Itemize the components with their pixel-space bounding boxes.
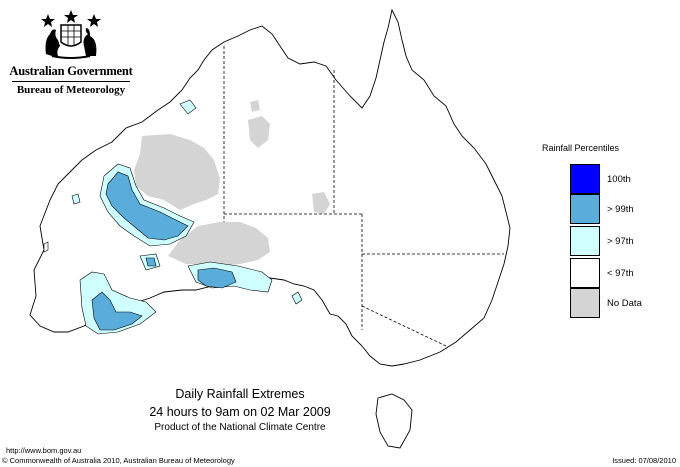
state-borders — [223, 46, 504, 347]
footer-copyright: © Commonwealth of Australia 2010, Austra… — [2, 456, 235, 465]
title-line-3: Product of the National Climate Centre — [154, 422, 326, 433]
bom-logo: Australian Government Bureau of Meteorol… — [8, 6, 134, 96]
legend-title: Rainfall Percentiles — [542, 143, 620, 153]
legend-swatch — [570, 194, 600, 224]
bureau-name: Bureau of Meteorology — [16, 84, 126, 96]
legend-item-97th: > 97th — [570, 226, 670, 256]
title-line-1: Daily Rainfall Extremes — [175, 387, 305, 401]
legend-swatch — [570, 288, 600, 318]
legend-label: 100th — [607, 174, 631, 185]
legend-label: > 99th — [607, 204, 634, 215]
footer-issued: Issued: 07/08/2010 — [612, 456, 676, 465]
p99-regions — [91, 171, 237, 331]
map-title: Daily Rainfall Extremes 24 hours to 9am … — [120, 386, 360, 435]
legend-label: > 97th — [607, 236, 634, 247]
government-name: Australian Government — [9, 64, 133, 78]
legend-item-below-97th: < 97th — [570, 258, 670, 288]
tasmania-outline — [375, 393, 413, 449]
legend-swatch — [570, 258, 600, 288]
legend-label: < 97th — [607, 268, 634, 279]
legend: Rainfall Percentiles 100th > 99th > 97th… — [530, 140, 670, 330]
legend-swatch — [570, 226, 600, 256]
legend-item-no-data: No Data — [570, 288, 670, 318]
no-data-regions — [134, 100, 330, 266]
legend-label: No Data — [607, 298, 642, 309]
legend-item-100th: 100th — [570, 164, 670, 194]
title-line-2: 24 hours to 9am on 02 Mar 2009 — [149, 405, 331, 419]
legend-swatch — [570, 164, 600, 194]
divider — [12, 81, 130, 82]
coat-of-arms-icon — [41, 10, 101, 59]
legend-item-99th: > 99th — [570, 194, 670, 224]
footer-url: http://www.bom.gov.au — [6, 446, 82, 455]
